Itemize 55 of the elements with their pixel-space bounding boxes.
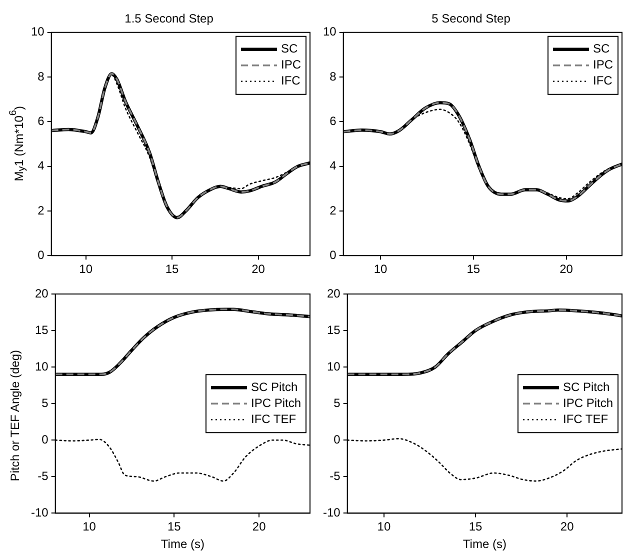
- legend-label: IPC: [280, 58, 302, 72]
- y-tick-label: 15: [326, 322, 341, 337]
- x-tick-label: 20: [252, 262, 266, 276]
- y-tick-label: 10: [30, 24, 45, 39]
- legend-label: IFC TEF: [562, 412, 608, 426]
- y-tick-label: 6: [38, 114, 45, 128]
- legend-label: IPC: [592, 58, 614, 72]
- y-tick-label: 0: [330, 248, 337, 262]
- y-tick-label: 0: [38, 248, 45, 262]
- x-tick-label: 10: [377, 520, 391, 534]
- y-tick-label: -5: [330, 468, 341, 483]
- y-tick-label: 8: [330, 69, 337, 84]
- x-tick-label: 10: [79, 262, 93, 276]
- x-axis-title: Time (s): [462, 537, 506, 552]
- legend-label: IFC TEF: [250, 412, 296, 426]
- chart-title: 1.5 Second Step: [124, 12, 214, 26]
- x-tick-label: 10: [374, 262, 388, 276]
- y-tick-label: 2: [38, 203, 45, 218]
- y-tick-label: 6: [330, 114, 337, 128]
- y-tick-label: 5: [334, 396, 341, 410]
- y-tick-label: 10: [322, 24, 337, 39]
- y-tick-label: 10: [326, 359, 341, 374]
- y-tick-label: 10: [34, 359, 49, 374]
- legend-label: IPC Pitch: [562, 396, 613, 410]
- y-tick-label: 4: [38, 158, 45, 173]
- y-tick-label: 8: [38, 69, 45, 84]
- legend-label: IFC: [280, 74, 301, 88]
- x-tick-label: 20: [252, 520, 266, 534]
- legend-label: SC Pitch: [562, 380, 610, 394]
- legend-label: SC: [592, 42, 610, 56]
- y-tick-label: 0: [42, 432, 49, 446]
- y-tick-label: 20: [326, 286, 341, 300]
- x-tick-label: 20: [560, 262, 574, 276]
- legend-label: IFC: [592, 74, 613, 88]
- x-tick-label: 15: [165, 262, 180, 276]
- y-tick-label: -10: [31, 506, 49, 520]
- legend-label: IPC Pitch: [250, 396, 301, 410]
- x-axis-title: Time (s): [160, 537, 204, 552]
- x-tick-label: 15: [466, 262, 480, 276]
- y-tick-label: 2: [330, 203, 337, 218]
- x-tick-label: 15: [468, 520, 483, 534]
- y-tick-label: 0: [334, 432, 341, 446]
- x-tick-label: 20: [560, 520, 574, 534]
- chart-title: 5 Second Step: [432, 12, 511, 26]
- legend-label: SC: [280, 42, 298, 56]
- y-tick-label: 5: [42, 396, 49, 410]
- x-tick-label: 10: [82, 520, 96, 534]
- x-tick-label: 15: [168, 520, 182, 534]
- y-tick-label: 20: [34, 286, 49, 300]
- y-tick-label: 4: [330, 158, 337, 173]
- legend-label: SC Pitch: [250, 380, 298, 394]
- y-tick-label: 15: [34, 322, 49, 337]
- y-tick-label: -5: [38, 468, 49, 483]
- y-tick-label: -10: [323, 506, 341, 520]
- y-axis-title: Pitch or TEF Angle (deg): [8, 350, 23, 482]
